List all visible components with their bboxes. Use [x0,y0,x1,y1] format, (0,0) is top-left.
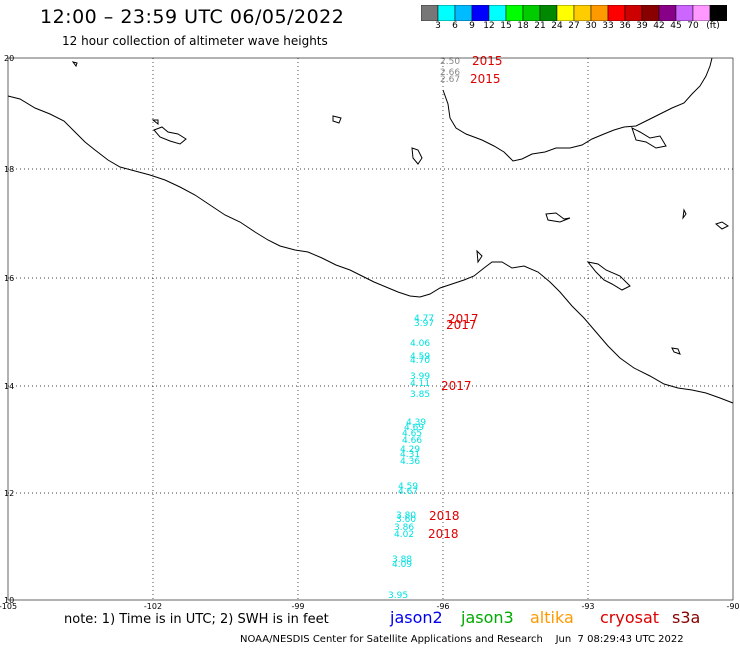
colorbar-label: 18 [517,21,529,31]
lon-tick-label: -102 [144,602,162,611]
wave-height-value: 4.70 [410,356,430,366]
lat-tick-label: 12 [4,489,14,498]
colorbar-label: 70 [687,21,699,31]
pass-year-label: 2017 [446,318,477,332]
wave-height-value: 3.97 [414,319,434,329]
satellite-legend-s3a: s3a [672,608,701,627]
gulf-coastline [442,57,713,162]
wave-height-value: 4.65 [402,429,422,439]
footer-credit: NOAA/NESDIS Center for Satellite Applica… [240,634,684,645]
wave-height-value: 2.66 [440,68,460,78]
island-outline [153,126,187,145]
footer-note: note: 1) Time is in UTC; 2) SWH is in fe… [64,612,329,627]
wave-height-value: 4.02 [394,530,414,540]
lat-tick-label: 20 [4,54,14,63]
pass-year-label: 2015 [470,72,501,86]
colorbar-label: 33 [602,21,614,31]
wave-height-value: 4.69 [404,423,424,433]
colorbar-label: 3 [435,21,441,31]
island-outline [332,115,342,124]
wave-height-value: 3.60 [396,515,416,525]
pass-year-label: 2015 [472,54,503,68]
colorbar-label: 9 [469,21,475,31]
coastline [7,57,734,404]
lat-tick-label: 16 [4,274,14,283]
wave-height-value: 4.59 [410,352,430,362]
pass-year-label: 2017 [441,379,472,393]
wave-height-value: 2.67 [440,75,460,85]
colorbar-labels: 3 6 9 12 15 18 21 24 27 30 33 36 39 42 45 70 (ft) [421,21,740,33]
pass-year-label: 2017 [448,312,479,326]
island-outline [586,261,631,291]
satellite-legend-altika: altika [530,608,574,627]
lat-tick-label: 18 [4,165,14,174]
colorbar-label: 45 [670,21,682,31]
map-subtitle: 12 hour collection of altimeter wave hei… [62,34,328,48]
island-outline [714,221,729,230]
wave-height-value: 4.06 [410,339,430,349]
wave-height-value: 4.59 [398,482,418,492]
colorbar-label: 42 [653,21,665,31]
wave-height-observations: 2.502.662.674.773.974.064.594.703.994.11… [388,57,460,601]
lon-tick-label: -90 [726,602,739,611]
wave-height-value: 4.39 [406,418,426,428]
lon-tick-label: -105 [0,602,17,611]
island-outline [545,212,571,223]
satellite-legend-jason3: jason3 [461,608,514,627]
lon-tick-label: -96 [436,602,449,611]
wave-height-value: 4.36 [400,457,420,467]
island-outline [151,119,159,126]
colorbar-label: 27 [568,21,580,31]
wave-height-value: 4.67 [398,487,418,497]
wave-height-value: 4.11 [410,379,430,389]
island-outline [411,147,423,165]
colorbar-label: 24 [551,21,563,31]
island-outline [476,249,483,264]
satellite-legend-jason2: jason2 [390,608,443,627]
lat-lon-grid [8,58,733,600]
pass-year-label: 2018 [429,509,460,523]
islands [71,61,729,355]
colorbar-label: 15 [500,21,512,31]
wave-height-value: 2.50 [440,57,460,67]
wave-height-colorbar [421,5,727,21]
pass-year-label: 2018 [428,527,459,541]
pacific-coastline [7,95,734,404]
island-outline [71,61,78,68]
wave-height-value: 3.88 [392,555,412,565]
island-outline [631,127,667,149]
map-frame [7,57,734,601]
wave-height-value: 3.86 [394,523,414,533]
wave-height-value: 3.80 [396,511,416,521]
wave-height-value: 3.85 [410,390,430,400]
lat-tick-label: 14 [4,382,14,391]
lat-tick-label: 10 [4,596,14,605]
map-title: 12:00 – 23:59 UTC 06/05/2022 [40,6,345,28]
island-outline [682,208,687,220]
wave-height-value: 4.66 [402,436,422,446]
wave-height-value: 4.29 [400,445,420,455]
colorbar-label: 30 [585,21,597,31]
colorbar-label: 12 [483,21,495,31]
wave-height-value: 3.99 [410,372,430,382]
lon-tick-label: -99 [291,602,304,611]
colorbar-label: 36 [619,21,631,31]
colorbar-label: 6 [452,21,458,31]
lon-tick-label: -93 [581,602,594,611]
wave-height-value: 3.95 [388,591,408,601]
colorbar-label: 21 [534,21,546,31]
wave-height-value: 4.09 [392,560,412,570]
satellite-legend-cryosat: cryosat [600,608,660,627]
colorbar-label: (ft) [706,21,720,31]
island-outline [671,347,681,355]
wave-height-value: 4.31 [400,450,420,460]
colorbar-swatch [709,5,727,21]
colorbar-label: 39 [636,21,648,31]
wave-height-value: 4.77 [414,314,434,324]
